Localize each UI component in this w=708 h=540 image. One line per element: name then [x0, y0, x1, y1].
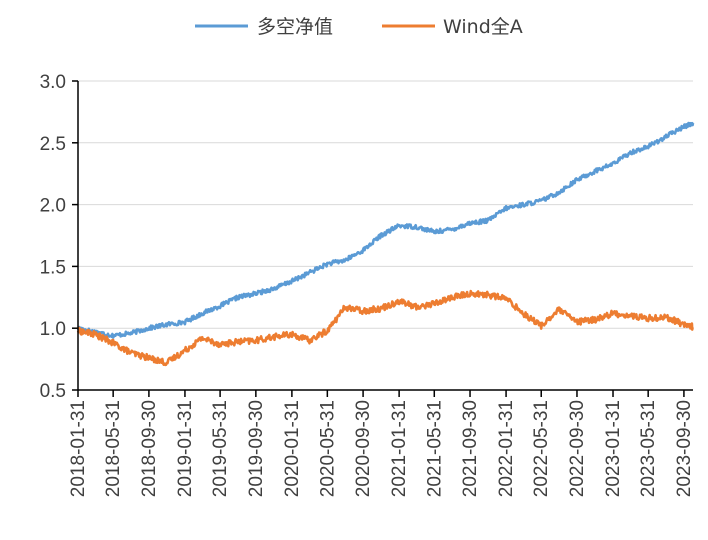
x-tick-label-17: 2023-09-30: [674, 400, 695, 497]
x-tick-label-9: 2021-01-31: [389, 400, 410, 497]
series-line-0: [76, 121, 695, 339]
axes: 0.5 1.0 1.5 2.0 2.5 3.0 2018-01-31 2018-05-31 20…: [40, 72, 695, 497]
y-tick-label-3: 2.0: [40, 196, 66, 217]
x-tick-label-8: 2020-09-30: [353, 400, 374, 497]
x-tick-label-1: 2018-05-31: [103, 400, 124, 497]
x-tick-label-10: 2021-05-31: [424, 400, 445, 497]
y-tick-label-1: 1.0: [40, 319, 66, 340]
gridlines: [78, 80, 693, 329]
y-tick-label-4: 2.5: [40, 134, 66, 155]
x-tick-label-12: 2022-01-31: [496, 400, 517, 497]
x-tick-label-5: 2019-09-30: [246, 400, 267, 497]
y-tick-label-0: 0.5: [40, 381, 66, 402]
x-tick-label-11: 2021-09-30: [460, 400, 481, 497]
x-tick-label-4: 2019-05-31: [210, 400, 231, 497]
y-tick-label-5: 3.0: [40, 72, 66, 93]
x-tick-label-3: 2019-01-31: [175, 400, 196, 497]
legend-label-series-1: Wind全A: [443, 16, 523, 38]
x-tick-label-14: 2022-09-30: [567, 400, 588, 497]
series-line-1: [76, 289, 694, 367]
x-tick-label-15: 2023-01-31: [603, 400, 624, 497]
x-tick-label-7: 2020-05-31: [317, 400, 338, 497]
y-tick-label-2: 1.5: [40, 257, 66, 278]
x-tick-label-6: 2020-01-31: [282, 400, 303, 497]
series-layer: [76, 121, 695, 367]
legend-label-series-0: 多空净值: [257, 16, 333, 38]
x-tick-label-2: 2018-09-30: [139, 400, 160, 497]
x-tick-label-16: 2023-05-31: [638, 400, 659, 497]
legend: 多空净值 Wind全A: [195, 16, 523, 38]
x-tick-label-13: 2022-05-31: [531, 400, 552, 497]
x-tick-label-0: 2018-01-31: [68, 400, 89, 497]
